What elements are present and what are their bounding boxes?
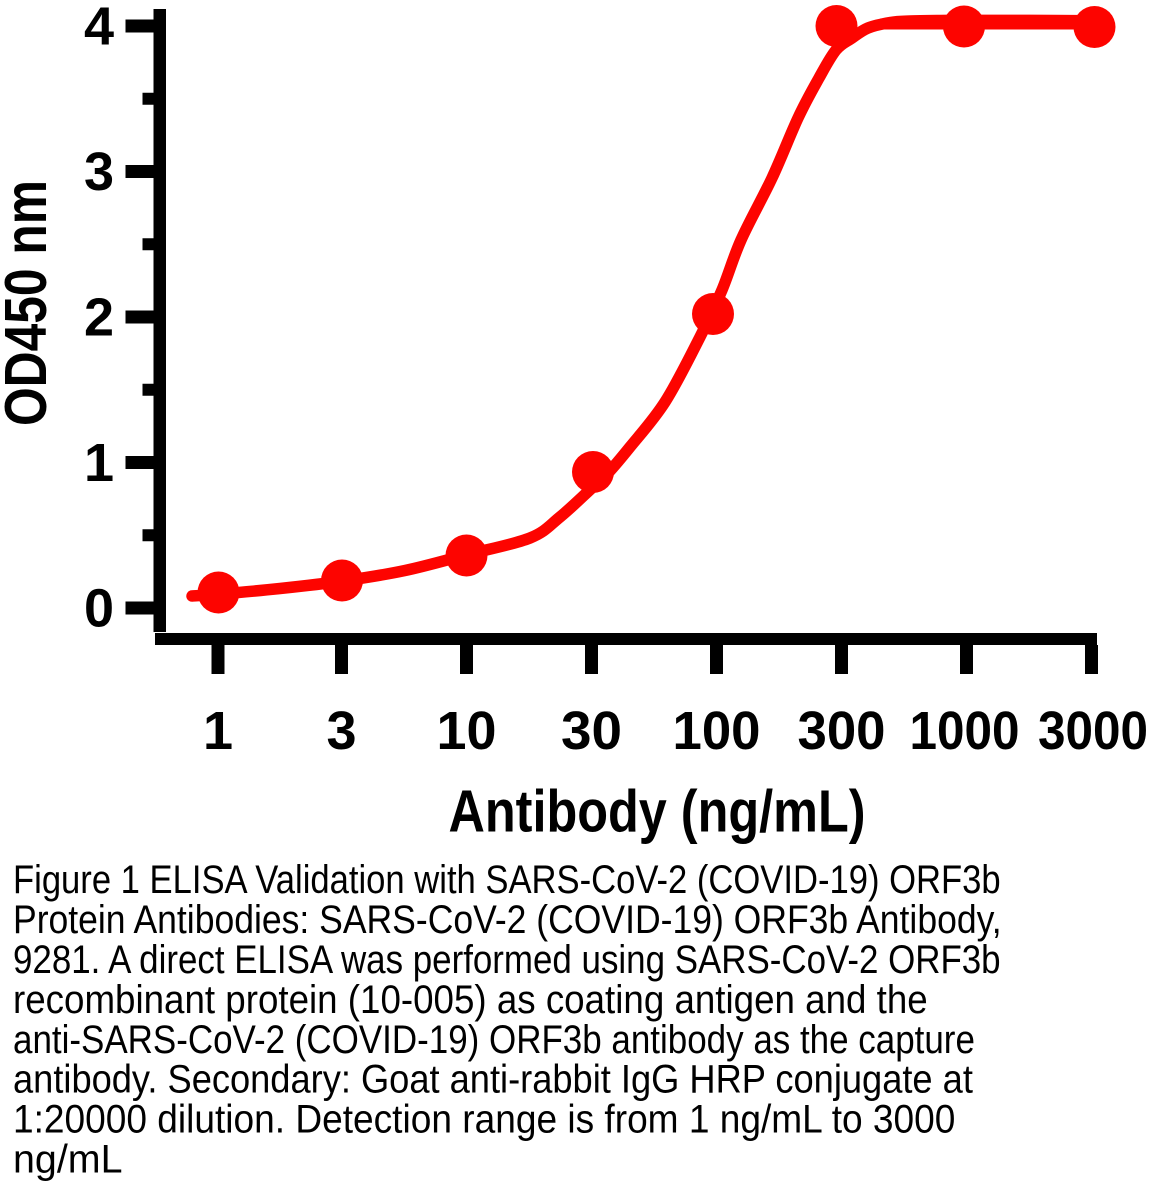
svg-text:10: 10 (437, 701, 497, 761)
svg-text:30: 30 (561, 701, 622, 761)
svg-text:4: 4 (84, 0, 114, 57)
svg-text:0: 0 (84, 579, 114, 639)
svg-text:3: 3 (326, 701, 356, 761)
svg-text:anti-SARS-CoV-2 (COVID-19) ORF: anti-SARS-CoV-2 (COVID-19) ORF3b antibod… (13, 1018, 975, 1062)
svg-text:1:20000 dilution. Detection ra: 1:20000 dilution. Detection range is fro… (13, 1098, 955, 1142)
svg-text:300: 300 (798, 701, 886, 761)
svg-text:3000: 3000 (1038, 701, 1148, 761)
svg-text:3: 3 (84, 142, 114, 202)
svg-text:OD450 nm: OD450 nm (0, 180, 59, 426)
svg-text:1: 1 (84, 433, 114, 493)
svg-text:2: 2 (84, 288, 114, 348)
svg-text:1: 1 (203, 701, 233, 761)
svg-text:Protein Antibodies: SARS-CoV-2: Protein Antibodies: SARS-CoV-2 (COVID-19… (13, 898, 1002, 942)
svg-text:antibody. Secondary: Goat anti: antibody. Secondary: Goat anti-rabbit Ig… (13, 1058, 973, 1102)
svg-text:recombinant protein (10-005) a: recombinant protein (10-005) as coating … (13, 978, 928, 1022)
svg-text:9281. A direct ELISA was perfo: 9281. A direct ELISA was performed using… (13, 938, 1001, 982)
svg-text:100: 100 (673, 701, 761, 761)
svg-text:Figure 1 ELISA Validation with: Figure 1 ELISA Validation with SARS-CoV-… (13, 858, 1001, 902)
svg-text:1000: 1000 (910, 701, 1020, 761)
svg-text:Antibody (ng/mL): Antibody (ng/mL) (449, 779, 866, 845)
svg-text:ng/mL: ng/mL (13, 1138, 122, 1182)
